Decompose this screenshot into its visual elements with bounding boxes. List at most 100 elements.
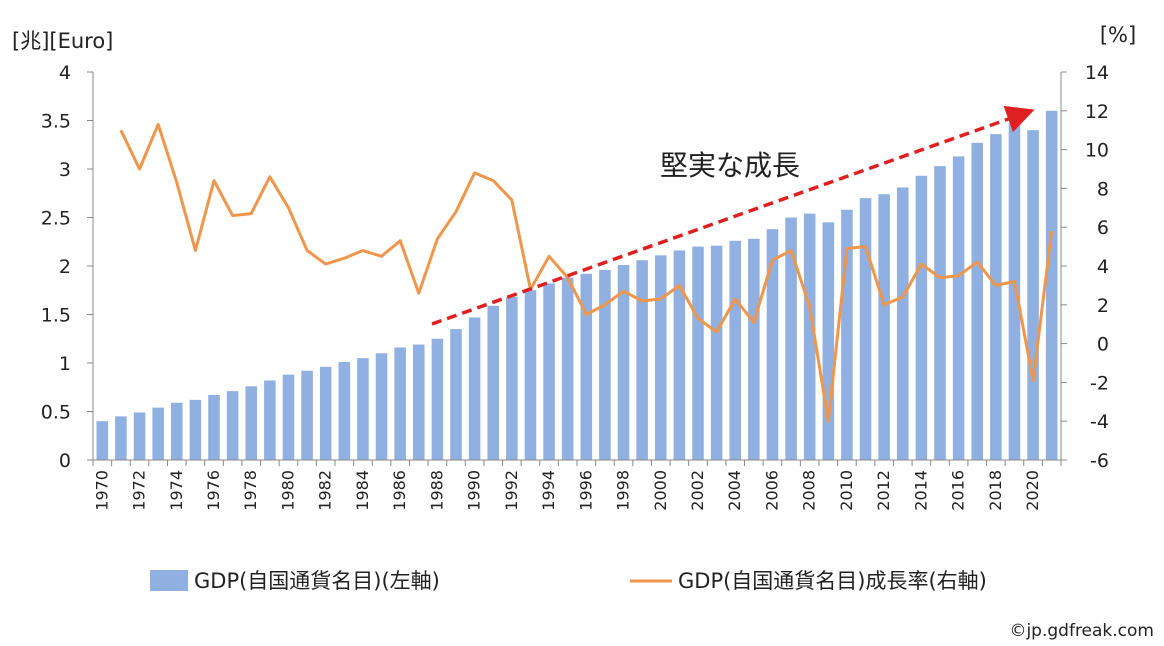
gdp-bar [673, 250, 686, 460]
gdp-bar [561, 277, 574, 460]
right-tick-label: 0 [1097, 334, 1109, 356]
x-tick-label: 1976 [204, 470, 223, 511]
gdp-bar [338, 362, 351, 460]
gdp-bar [282, 374, 295, 460]
gdp-bar [96, 421, 109, 460]
left-tick-label: 3.5 [41, 111, 71, 133]
gdp-bar [636, 260, 648, 460]
x-tick-label: 2016 [949, 470, 968, 511]
gdp-bar [859, 198, 872, 460]
trend-arrow [431, 105, 1035, 326]
gdp-bar [785, 217, 797, 460]
left-tick-label: 1.5 [41, 305, 71, 327]
x-tick-label: 1992 [502, 470, 521, 511]
right-tick-label: 8 [1097, 178, 1109, 200]
x-tick-label: 2012 [874, 470, 893, 511]
x-tick-label: 2008 [800, 470, 819, 511]
x-tick-label: 2004 [725, 470, 744, 511]
gdp-bar [803, 213, 816, 460]
legend-bar-label: GDP(自国通貨名目)(左軸) [194, 569, 440, 593]
trend-arrow-line [431, 105, 1035, 326]
legend-bar-swatch [150, 570, 188, 591]
right-tick-label: -2 [1090, 372, 1109, 394]
gdp-bar [412, 344, 425, 460]
gdp-bar [375, 353, 388, 460]
gdp-bar [934, 166, 946, 460]
right-axis-unit: [%] [1100, 23, 1136, 47]
gdp-bar [208, 395, 220, 460]
gdp-bar [394, 347, 406, 460]
gdp-bar [841, 209, 853, 460]
gdp-bar [822, 222, 835, 460]
gdp-bar [133, 412, 146, 460]
right-tick-label: 12 [1085, 101, 1109, 123]
gdp-bar [896, 187, 909, 460]
right-tick-label: 6 [1097, 217, 1109, 239]
left-tick-label: 0 [59, 450, 71, 472]
gdp-bar [766, 229, 779, 460]
right-tick-label: 10 [1085, 140, 1109, 162]
source-credit: ©jp.gdfreak.com [1009, 621, 1154, 641]
gdp-bar [115, 416, 127, 460]
x-tick-label: 2020 [1023, 470, 1042, 511]
gdp-bar [226, 391, 239, 460]
gdp-bar [524, 290, 537, 460]
x-tick-label: 1986 [390, 470, 409, 511]
left-tick-label: 1 [59, 353, 71, 375]
right-axis-ticks: -6 -4 -2 0 2 4 6 8 10 12 14 [1061, 62, 1109, 472]
growth-line-layer [119, 122, 1054, 423]
gdp-bar [506, 297, 518, 460]
x-tick-label: 2002 [688, 470, 707, 511]
gdp-bars [96, 110, 1058, 461]
gdp-bar [170, 402, 183, 460]
x-tick-label: 1990 [465, 470, 484, 511]
gdp-bar [617, 265, 630, 460]
gdp-bar [1027, 130, 1039, 460]
x-tick-label: 2014 [911, 470, 930, 511]
gdp-bar [189, 399, 202, 460]
gdp-bar [450, 329, 462, 460]
left-axis-unit: [兆][Euro] [12, 29, 113, 53]
x-tick-label: 2018 [986, 470, 1005, 511]
gdp-bar [319, 366, 332, 460]
x-tick-label: 2006 [762, 470, 781, 511]
gdp-bar [431, 338, 444, 460]
gdp-bar [654, 255, 667, 460]
gdp-bar [543, 283, 555, 460]
x-axis-ticks: 1970 1972 1974 1976 1978 1980 1982 1984 1986 1988… [92, 460, 1062, 511]
right-tick-label: 2 [1097, 295, 1109, 317]
x-tick-label: 1980 [278, 470, 297, 511]
x-tick-label: 1978 [241, 470, 260, 511]
left-tick-label: 2 [59, 256, 71, 278]
left-tick-label: 0.5 [41, 402, 71, 424]
legend-line-label: GDP(自国通貨名目)成長率(右軸) [678, 569, 987, 593]
gdp-bar [748, 238, 760, 460]
gdp-bar [487, 305, 500, 460]
gdp-bar [971, 142, 984, 460]
gdp-bar [729, 240, 742, 460]
gdp-bar [264, 380, 276, 460]
x-tick-label: 1998 [614, 470, 633, 511]
x-tick-label: 1970 [92, 470, 111, 511]
gdp-bar [357, 358, 369, 460]
gdp-bar [245, 386, 258, 460]
gdp-bar [710, 245, 723, 460]
gdp-bar [468, 317, 481, 460]
left-axis-ticks: 0 0.5 1 1.5 2 2.5 3 3.5 4 [41, 62, 93, 472]
gdp-bar [599, 269, 611, 460]
gdp-bar [152, 407, 164, 460]
trend-annotation: 堅実な成長 [660, 149, 800, 182]
left-tick-label: 3 [59, 159, 71, 181]
gdp-bar [878, 194, 890, 460]
gdp-bar [692, 246, 704, 460]
x-tick-label: 2000 [651, 470, 670, 511]
gdp-bar [1008, 123, 1021, 460]
x-tick-label: 1982 [316, 470, 335, 511]
x-tick-label: 1994 [539, 470, 558, 511]
right-tick-label: -6 [1090, 450, 1109, 472]
gdp-bar [580, 273, 593, 460]
axes [92, 72, 1062, 461]
gdp-bar [301, 370, 313, 460]
x-tick-label: 2010 [837, 470, 856, 511]
